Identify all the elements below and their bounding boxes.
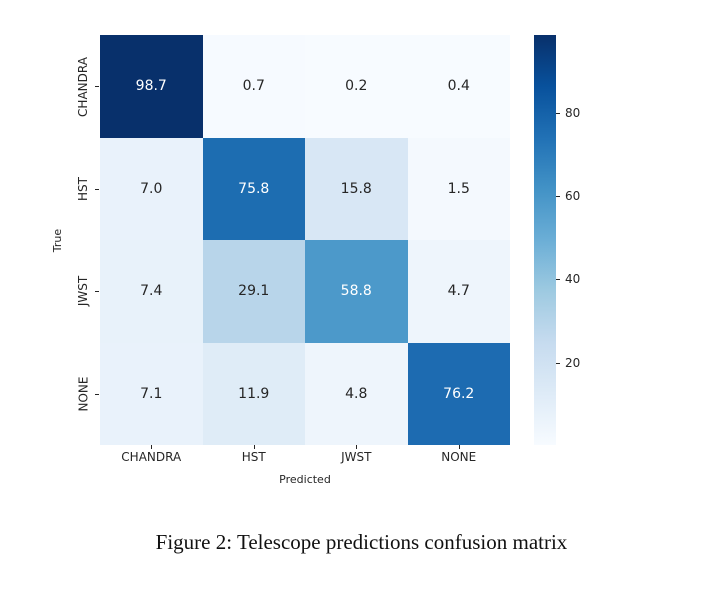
colorbar-tickmark — [556, 362, 560, 364]
y-tick-label: NONE — [76, 376, 91, 411]
x-axis-tickmark — [253, 445, 255, 449]
heatmap-cell-jwst-none: 4.7 — [407, 240, 510, 343]
heatmap-cell-chandra-jwst: 0.2 — [305, 35, 408, 138]
heatmap-cell-chandra-hst: 0.7 — [202, 35, 305, 138]
heatmap-grid: 98.7 0.7 0.2 0.4 7.0 75.8 15.8 1.5 7.4 29.1 58.8 4.… — [100, 35, 510, 445]
x-axis-tickmark — [458, 445, 460, 449]
colorbar-gradient — [534, 35, 556, 445]
colorbar: 20 40 60 80 — [534, 35, 619, 445]
heatmap-cell-none-hst: 11.9 — [202, 342, 305, 445]
x-axis-tickmark — [356, 445, 358, 449]
colorbar-tick-label: 40 — [565, 272, 581, 287]
x-axis-tickmark — [151, 445, 153, 449]
x-tick-jwst: JWST — [341, 450, 372, 464]
heatmap-cell-hst-jwst: 15.8 — [305, 137, 408, 240]
y-tick-chandra: CHANDRA — [70, 35, 96, 138]
colorbar-tick-label: 20 — [565, 355, 581, 370]
y-axis-tickmark — [95, 188, 99, 190]
x-tick-none: NONE — [441, 450, 477, 464]
figure-caption: Figure 2: Telescope predictions confusio… — [155, 530, 568, 554]
y-tick-label: HST — [75, 177, 90, 201]
y-axis-title-text: True — [51, 228, 65, 252]
heatmap-cell-chandra-chandra: 98.7 — [100, 35, 203, 138]
colorbar-tick-label: 80 — [565, 105, 581, 120]
x-tick-chandra: CHANDRA — [121, 450, 182, 464]
y-tick-label: CHANDRA — [76, 56, 91, 117]
y-tick-hst: HST — [70, 138, 96, 240]
heatmap-cell-none-jwst: 4.8 — [305, 342, 408, 445]
y-axis-tickmark — [95, 86, 99, 88]
heatmap-cell-chandra-none: 0.4 — [407, 35, 510, 138]
y-tick-jwst: JWST — [70, 240, 96, 342]
colorbar-tickmark — [556, 279, 560, 281]
heatmap-cell-none-none: 76.2 — [407, 342, 510, 445]
y-axis-tickmark — [95, 291, 99, 293]
heatmap-cell-none-chandra: 7.1 — [100, 342, 203, 445]
heatmap-cell-hst-none: 1.5 — [407, 137, 510, 240]
x-tick-labels: CHANDRA HST JWST NONE — [100, 450, 510, 464]
y-tick-label: JWST — [76, 275, 91, 307]
heatmap-cell-jwst-hst: 29.1 — [202, 240, 305, 343]
heatmap-cell-hst-hst: 75.8 — [202, 137, 305, 240]
heatmap-cell-hst-chandra: 7.0 — [100, 137, 203, 240]
x-tick-hst: HST — [241, 450, 266, 464]
x-axis-title: Predicted — [279, 473, 331, 486]
y-axis-tickmark — [95, 393, 99, 395]
colorbar-tickmark — [556, 112, 560, 114]
colorbar-tick-label: 60 — [565, 189, 581, 204]
colorbar-tickmark — [556, 196, 560, 198]
heatmap-cell-jwst-jwst: 58.8 — [305, 240, 408, 343]
y-axis-title: True — [50, 35, 66, 445]
heatmap-cell-jwst-chandra: 7.4 — [100, 240, 203, 343]
y-tick-none: NONE — [70, 342, 96, 445]
